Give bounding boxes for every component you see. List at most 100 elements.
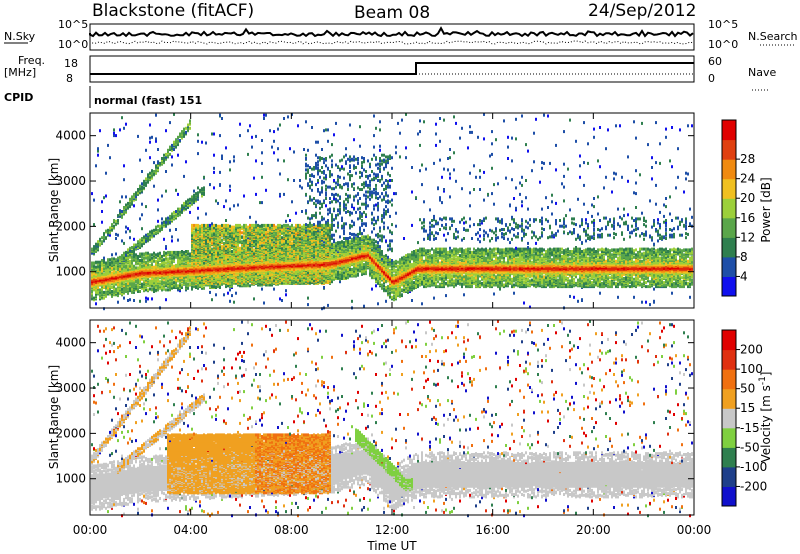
power-cell xyxy=(113,219,115,222)
power-cell xyxy=(109,226,111,229)
cpid-label: CPID xyxy=(4,91,33,104)
nsearch-label: N.Search xyxy=(748,30,798,43)
power-cell xyxy=(119,128,121,131)
power-cell xyxy=(129,236,131,239)
power-cell xyxy=(121,288,123,291)
power-cell xyxy=(133,244,135,247)
power-cell xyxy=(91,248,93,251)
power-cell xyxy=(97,154,99,157)
power-cell xyxy=(99,243,101,246)
radar-summary-figure: Blackstone (fitACF) Beam 08 24/Sep/2012 … xyxy=(0,0,800,554)
power-cell xyxy=(109,285,111,288)
power-cell xyxy=(133,204,135,207)
power-cell xyxy=(113,257,115,260)
power-cell xyxy=(107,258,109,261)
power-cell xyxy=(125,204,127,207)
power-cell xyxy=(115,265,117,268)
power-cell xyxy=(115,288,117,291)
power-cell xyxy=(121,195,123,198)
date-label: 24/Sep/2012 xyxy=(588,1,696,21)
power-cell xyxy=(95,302,97,305)
power-cell xyxy=(103,257,105,260)
power-cell xyxy=(93,297,95,300)
power-cell xyxy=(121,254,123,257)
noise-right-tick-bottom: 10^0 xyxy=(708,38,738,51)
power-cell xyxy=(125,251,127,254)
noise-search-line xyxy=(90,41,693,44)
power-cell xyxy=(115,220,117,223)
power-cell xyxy=(133,299,135,302)
power-cell xyxy=(111,223,113,226)
power-cell xyxy=(111,286,113,289)
power-cell xyxy=(119,265,121,268)
power-cell xyxy=(101,200,103,203)
power-cell xyxy=(105,236,107,239)
power-cell xyxy=(101,267,103,270)
power-cell xyxy=(103,273,105,276)
freq-tick-top: 18 xyxy=(64,57,78,70)
power-cell xyxy=(103,232,105,235)
power-cell xyxy=(97,147,99,150)
power-cell xyxy=(99,294,101,297)
power-cell xyxy=(123,127,125,130)
power-cell xyxy=(123,206,125,209)
power-cell xyxy=(105,230,107,233)
power-cell xyxy=(131,195,133,198)
power-cell xyxy=(107,144,109,147)
power-cell xyxy=(93,199,95,202)
power-cell xyxy=(109,262,111,265)
power-cell xyxy=(95,266,97,269)
power-cell xyxy=(117,219,119,222)
nsky-label: N.Sky xyxy=(4,30,36,43)
power-cell xyxy=(129,260,131,263)
power-cell xyxy=(115,233,117,236)
power-cell xyxy=(133,238,135,241)
freq-line xyxy=(90,63,694,74)
power-cell xyxy=(115,237,117,240)
noise-right-tick-top: 10^5 xyxy=(708,18,738,31)
power-cell xyxy=(115,253,117,256)
power-cell xyxy=(111,257,113,260)
power-cell xyxy=(131,256,133,259)
power-cell xyxy=(101,221,103,224)
power-cell xyxy=(117,257,119,260)
power-panel: 1000200030004000 Slant Range [km] 481216… xyxy=(47,113,773,310)
power-cell xyxy=(119,256,121,259)
power-cell xyxy=(127,265,129,268)
power-cell xyxy=(127,227,129,230)
power-cell xyxy=(105,172,107,175)
power-cell xyxy=(93,223,95,226)
freq-panel-frame xyxy=(90,56,694,82)
power-cell xyxy=(93,262,95,265)
nave-label: Nave xyxy=(748,66,776,79)
nave-tick-top: 60 xyxy=(708,55,722,68)
power-cell xyxy=(117,214,119,217)
power-cell xyxy=(113,225,115,228)
power-cell xyxy=(101,259,103,262)
noise-sky-line xyxy=(90,28,693,36)
power-cell xyxy=(111,253,113,256)
power-cell xyxy=(99,129,101,132)
power-cell xyxy=(121,210,123,213)
power-cell xyxy=(125,195,127,198)
power-cell xyxy=(101,236,103,239)
power-cell xyxy=(121,239,123,242)
nave-tick-bottom: 0 xyxy=(708,72,715,85)
power-cell xyxy=(95,164,97,167)
power-cell xyxy=(125,265,127,268)
power-cell xyxy=(117,234,119,237)
power-cell xyxy=(115,271,117,274)
power-cell xyxy=(119,209,121,212)
power-cell xyxy=(111,271,113,274)
power-cell xyxy=(105,195,107,198)
power-cell xyxy=(99,238,101,241)
noise-left-tick-top: 10^5 xyxy=(58,18,88,31)
power-cell xyxy=(95,243,97,246)
power-cell xyxy=(127,299,129,302)
noise-left-tick-bottom: 10^0 xyxy=(58,38,88,51)
power-cell xyxy=(95,261,97,264)
power-cell xyxy=(93,245,95,248)
station-title: Blackstone (fitACF) xyxy=(92,1,254,21)
power-cell xyxy=(123,178,125,181)
power-cell xyxy=(115,134,117,137)
